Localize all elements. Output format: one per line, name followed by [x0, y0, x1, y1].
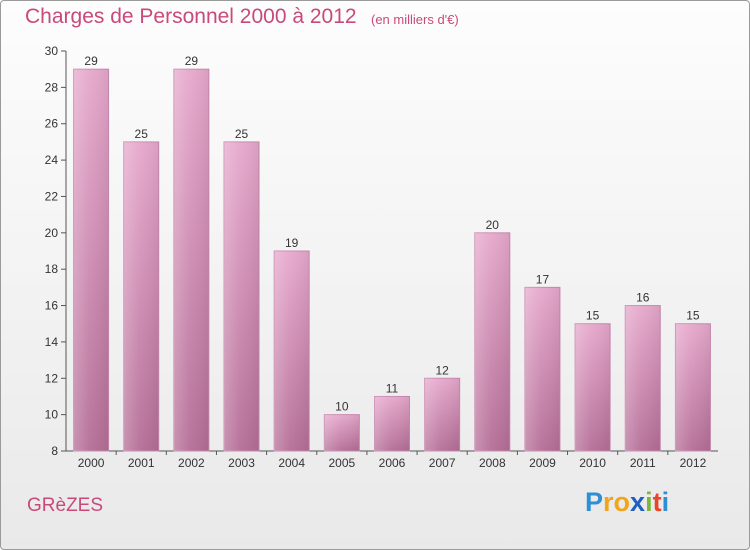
x-tick-label: 2008: [479, 456, 506, 470]
y-tick-label: 30: [45, 44, 59, 58]
bar-shine: [374, 396, 410, 451]
x-tick-label: 2002: [178, 456, 205, 470]
bar-shine: [575, 323, 611, 451]
x-tick-label: 2006: [379, 456, 406, 470]
data-label: 16: [636, 291, 650, 305]
logo-letter: i: [661, 487, 670, 517]
logo-letter: x: [630, 487, 646, 517]
data-label: 29: [185, 54, 199, 68]
bar-shine: [123, 141, 159, 451]
bar-shine: [625, 305, 661, 451]
bar-shine: [324, 414, 360, 451]
x-tick-label: 2005: [328, 456, 355, 470]
logo-letter: r: [603, 487, 614, 517]
data-label: 15: [586, 309, 600, 323]
proxiti-logo: Proxiti: [585, 487, 669, 518]
bar-shine: [474, 232, 510, 451]
data-label: 25: [235, 127, 249, 141]
data-label: 11: [386, 381, 399, 395]
y-tick-label: 26: [45, 117, 59, 131]
x-tick-label: 2010: [579, 456, 606, 470]
chart-subtitle: (en milliers d'€): [371, 12, 459, 27]
y-tick-label: 8: [51, 444, 58, 458]
x-tick-label: 2011: [630, 456, 656, 470]
x-tick-label: 2003: [228, 456, 255, 470]
y-tick-label: 22: [45, 189, 59, 203]
logo-letter: t: [652, 487, 662, 517]
chart-title: Charges de Personnel 2000 à 2012: [25, 5, 357, 28]
y-tick-label: 16: [45, 299, 59, 313]
y-tick-label: 20: [45, 226, 59, 240]
bar-shine: [224, 141, 260, 451]
y-tick-label: 10: [45, 408, 59, 422]
bar-shine: [524, 287, 560, 451]
y-tick-label: 28: [45, 80, 59, 94]
chart-labels: 8 10 12 14 16 18 20 22 24 26 28 30 2000 29 2001 25 2002 2…: [45, 44, 707, 470]
y-tick-label: 12: [45, 371, 59, 385]
bar-shine: [675, 323, 711, 451]
y-tick-label: 14: [45, 335, 59, 349]
bar-shine: [424, 378, 460, 451]
x-tick-label: 2004: [278, 456, 305, 470]
data-label: 12: [435, 363, 449, 377]
town-name: GRèZES: [27, 495, 104, 516]
data-label: 29: [84, 54, 98, 68]
x-tick-label: 2009: [529, 456, 556, 470]
data-label: 10: [335, 400, 349, 414]
bar-shine: [173, 69, 209, 451]
x-tick-label: 2000: [78, 456, 105, 470]
bar-shine: [73, 69, 109, 451]
chart-bars: [73, 68, 711, 452]
bar-shine: [274, 251, 310, 451]
x-tick-label: 2012: [680, 456, 707, 470]
data-label: 25: [135, 127, 149, 141]
data-label: 15: [686, 309, 700, 323]
data-label: 17: [536, 272, 550, 286]
logo-letter: P: [585, 487, 604, 517]
data-label: 20: [486, 218, 500, 232]
y-tick-label: 18: [45, 262, 59, 276]
logo-letter: i: [645, 487, 653, 517]
x-tick-label: 2001: [128, 456, 155, 470]
y-tick-label: 24: [45, 153, 59, 167]
x-tick-label: 2007: [429, 456, 456, 470]
data-label: 19: [285, 236, 299, 250]
logo-letter: o: [613, 487, 631, 517]
